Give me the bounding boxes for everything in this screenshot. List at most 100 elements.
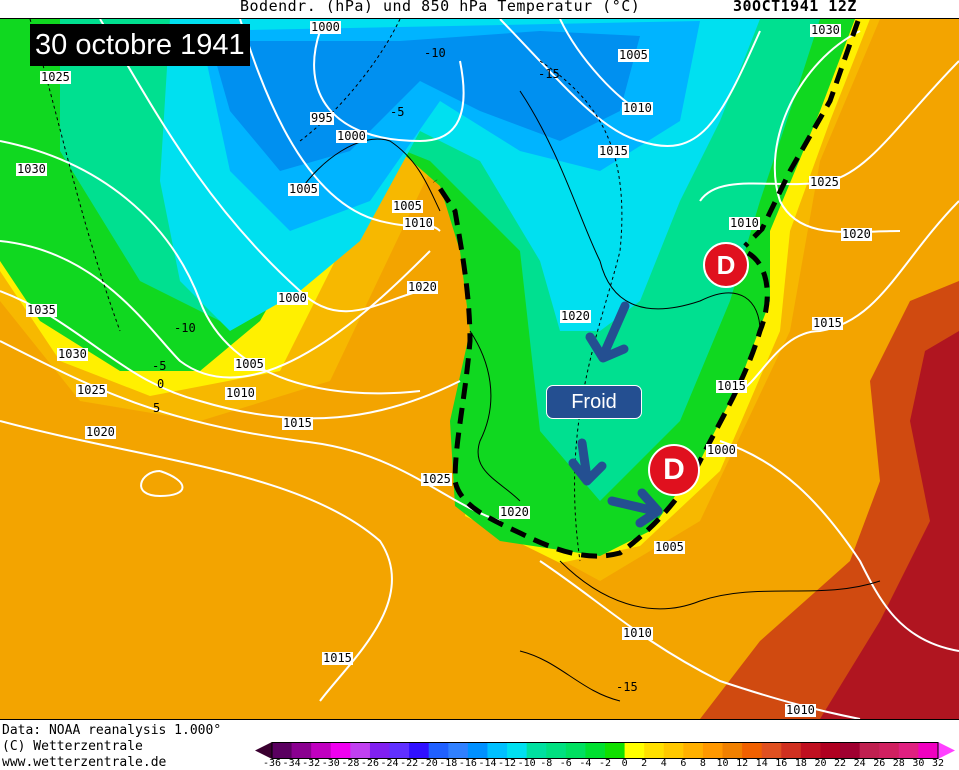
chart-title: Bodendr. (hPa) und 850 hPa Temperatur (°… <box>240 0 641 15</box>
colorbar-tick-label: 26 <box>873 758 886 769</box>
colorbar-tick-label: 2 <box>641 758 648 769</box>
colorbar-tick-label: -22 <box>400 758 419 769</box>
colorbar-tick-label: 28 <box>892 758 905 769</box>
colorbar-swatch <box>898 742 919 759</box>
colorbar-swatch <box>565 742 586 759</box>
isobar-label: 1010 <box>622 101 653 115</box>
colorbar-tick-label: 0 <box>621 758 628 769</box>
colorbar-tick-label: 10 <box>716 758 729 769</box>
colorbar-tick-label: 24 <box>853 758 866 769</box>
colorbar-swatch <box>389 742 410 759</box>
colorbar-tick-label: -30 <box>321 758 340 769</box>
colorbar-tick-label: -8 <box>540 758 553 769</box>
temperature-colorbar <box>255 742 955 759</box>
colorbar-swatch <box>859 742 880 759</box>
colorbar-tick-label: 8 <box>699 758 706 769</box>
isobar-label: 1020 <box>407 280 438 294</box>
isobar-label: 1010 <box>622 626 653 640</box>
colorbar-tick-label: -6 <box>559 758 572 769</box>
colorbar-swatch <box>820 742 841 759</box>
isobar-label: 1010 <box>225 386 256 400</box>
temperature-isotherms <box>29 19 623 562</box>
colorbar-swatch <box>546 742 567 759</box>
isobar-label: 1015 <box>598 144 629 158</box>
colorbar-swatch <box>840 742 861 759</box>
isotherm-label: 5 <box>153 401 161 415</box>
isobar-label: 1005 <box>618 48 649 62</box>
colorbar-tick-label: -24 <box>380 758 399 769</box>
colorbar-tick-label: -36 <box>262 758 282 769</box>
colorbar-tick-label: -16 <box>458 758 477 769</box>
isobar-label: 1025 <box>40 70 71 84</box>
colorbar-frame <box>271 742 939 759</box>
colorbar-swatch <box>800 742 821 759</box>
colorbar-swatch <box>428 742 449 759</box>
website-link[interactable]: www.wetterzentrale.de <box>2 755 167 770</box>
isobar-label: 1015 <box>322 651 353 665</box>
isobar-label: 1000 <box>706 443 737 457</box>
colorbar-swatch <box>624 742 645 759</box>
arrow-icon <box>585 301 630 363</box>
colorbar-tick-label: -20 <box>419 758 438 769</box>
isobars <box>0 19 959 719</box>
colorbar-swatch <box>644 742 665 759</box>
colorbar-swatch <box>291 742 312 759</box>
colorbar-tick-label: 4 <box>660 758 667 769</box>
colorbar-tick-label: 6 <box>680 758 687 769</box>
colorbar-tick-label: 22 <box>834 758 847 769</box>
colorbar-tick-label: 16 <box>775 758 788 769</box>
isobar-label: 1020 <box>841 227 872 241</box>
colorbar-swatch <box>605 742 626 759</box>
colorbar-tick-label: -2 <box>598 758 612 769</box>
low-pressure-marker: D <box>703 242 749 288</box>
isobar-label: 1005 <box>288 182 319 196</box>
colorbar-tick-label: 14 <box>755 758 768 769</box>
arrow-icon <box>607 488 663 528</box>
isobar-label: 1005 <box>392 199 423 213</box>
colorbar-tick-label: -18 <box>439 758 458 769</box>
colorbar-swatch <box>683 742 704 759</box>
isobar-label: 1035 <box>26 303 57 317</box>
colorbar-swatch <box>369 742 391 759</box>
colorbar-swatch <box>585 742 606 759</box>
isobar-label: 1015 <box>282 416 313 430</box>
isobar-label: 1005 <box>654 540 685 554</box>
isotherm-label: -10 <box>424 46 446 60</box>
data-source: Data: NOAA reanalysis 1.000° <box>2 723 222 738</box>
colorbar-swatch <box>879 742 900 759</box>
colorbar-tick-label: -28 <box>341 758 360 769</box>
colorbar-swatch <box>448 742 469 759</box>
colorbar-swatch <box>781 742 802 759</box>
date-title-overlay: 30 octobre 1941 <box>30 24 250 66</box>
cold-air-arrows <box>568 301 663 528</box>
isobar-label: 1030 <box>57 347 88 361</box>
isobar-label: 1020 <box>85 425 116 439</box>
colorbar-tick-label: -14 <box>478 758 497 769</box>
colorbar-tick-label: -26 <box>360 758 379 769</box>
colorbar-tick-label: 12 <box>736 758 749 769</box>
colorbar-tick-label: -32 <box>302 758 321 769</box>
colorbar-swatch <box>742 742 763 759</box>
colorbar-swatch <box>722 742 743 759</box>
isobar-label: 1025 <box>76 383 107 397</box>
colorbar-tick-label: -34 <box>282 758 301 769</box>
colorbar-swatch <box>761 742 782 759</box>
colorbar-tick-label: 32 <box>931 758 945 769</box>
isobar-label: 1025 <box>809 175 840 189</box>
isobar-label: 1010 <box>729 216 760 230</box>
colorbar-swatch <box>702 742 724 759</box>
colorbar-swatch <box>330 742 351 759</box>
colorbar-tick-label: -12 <box>498 758 517 769</box>
colorbar-swatch <box>467 742 488 759</box>
isobar-label: 1000 <box>336 129 367 143</box>
isobar-label: 1010 <box>403 216 434 230</box>
isotherm-label: -15 <box>538 67 560 81</box>
isobar-label: 1030 <box>16 162 47 176</box>
isotherm-label: -5 <box>152 359 167 373</box>
colorbar-swatch <box>526 742 547 759</box>
isobar-label: 1015 <box>716 379 747 393</box>
colorbar-swatch <box>350 742 371 759</box>
isobar-label: 1010 <box>785 703 816 717</box>
colorbar-swatch <box>409 742 430 759</box>
colorbar-tick-label: 20 <box>814 758 827 769</box>
